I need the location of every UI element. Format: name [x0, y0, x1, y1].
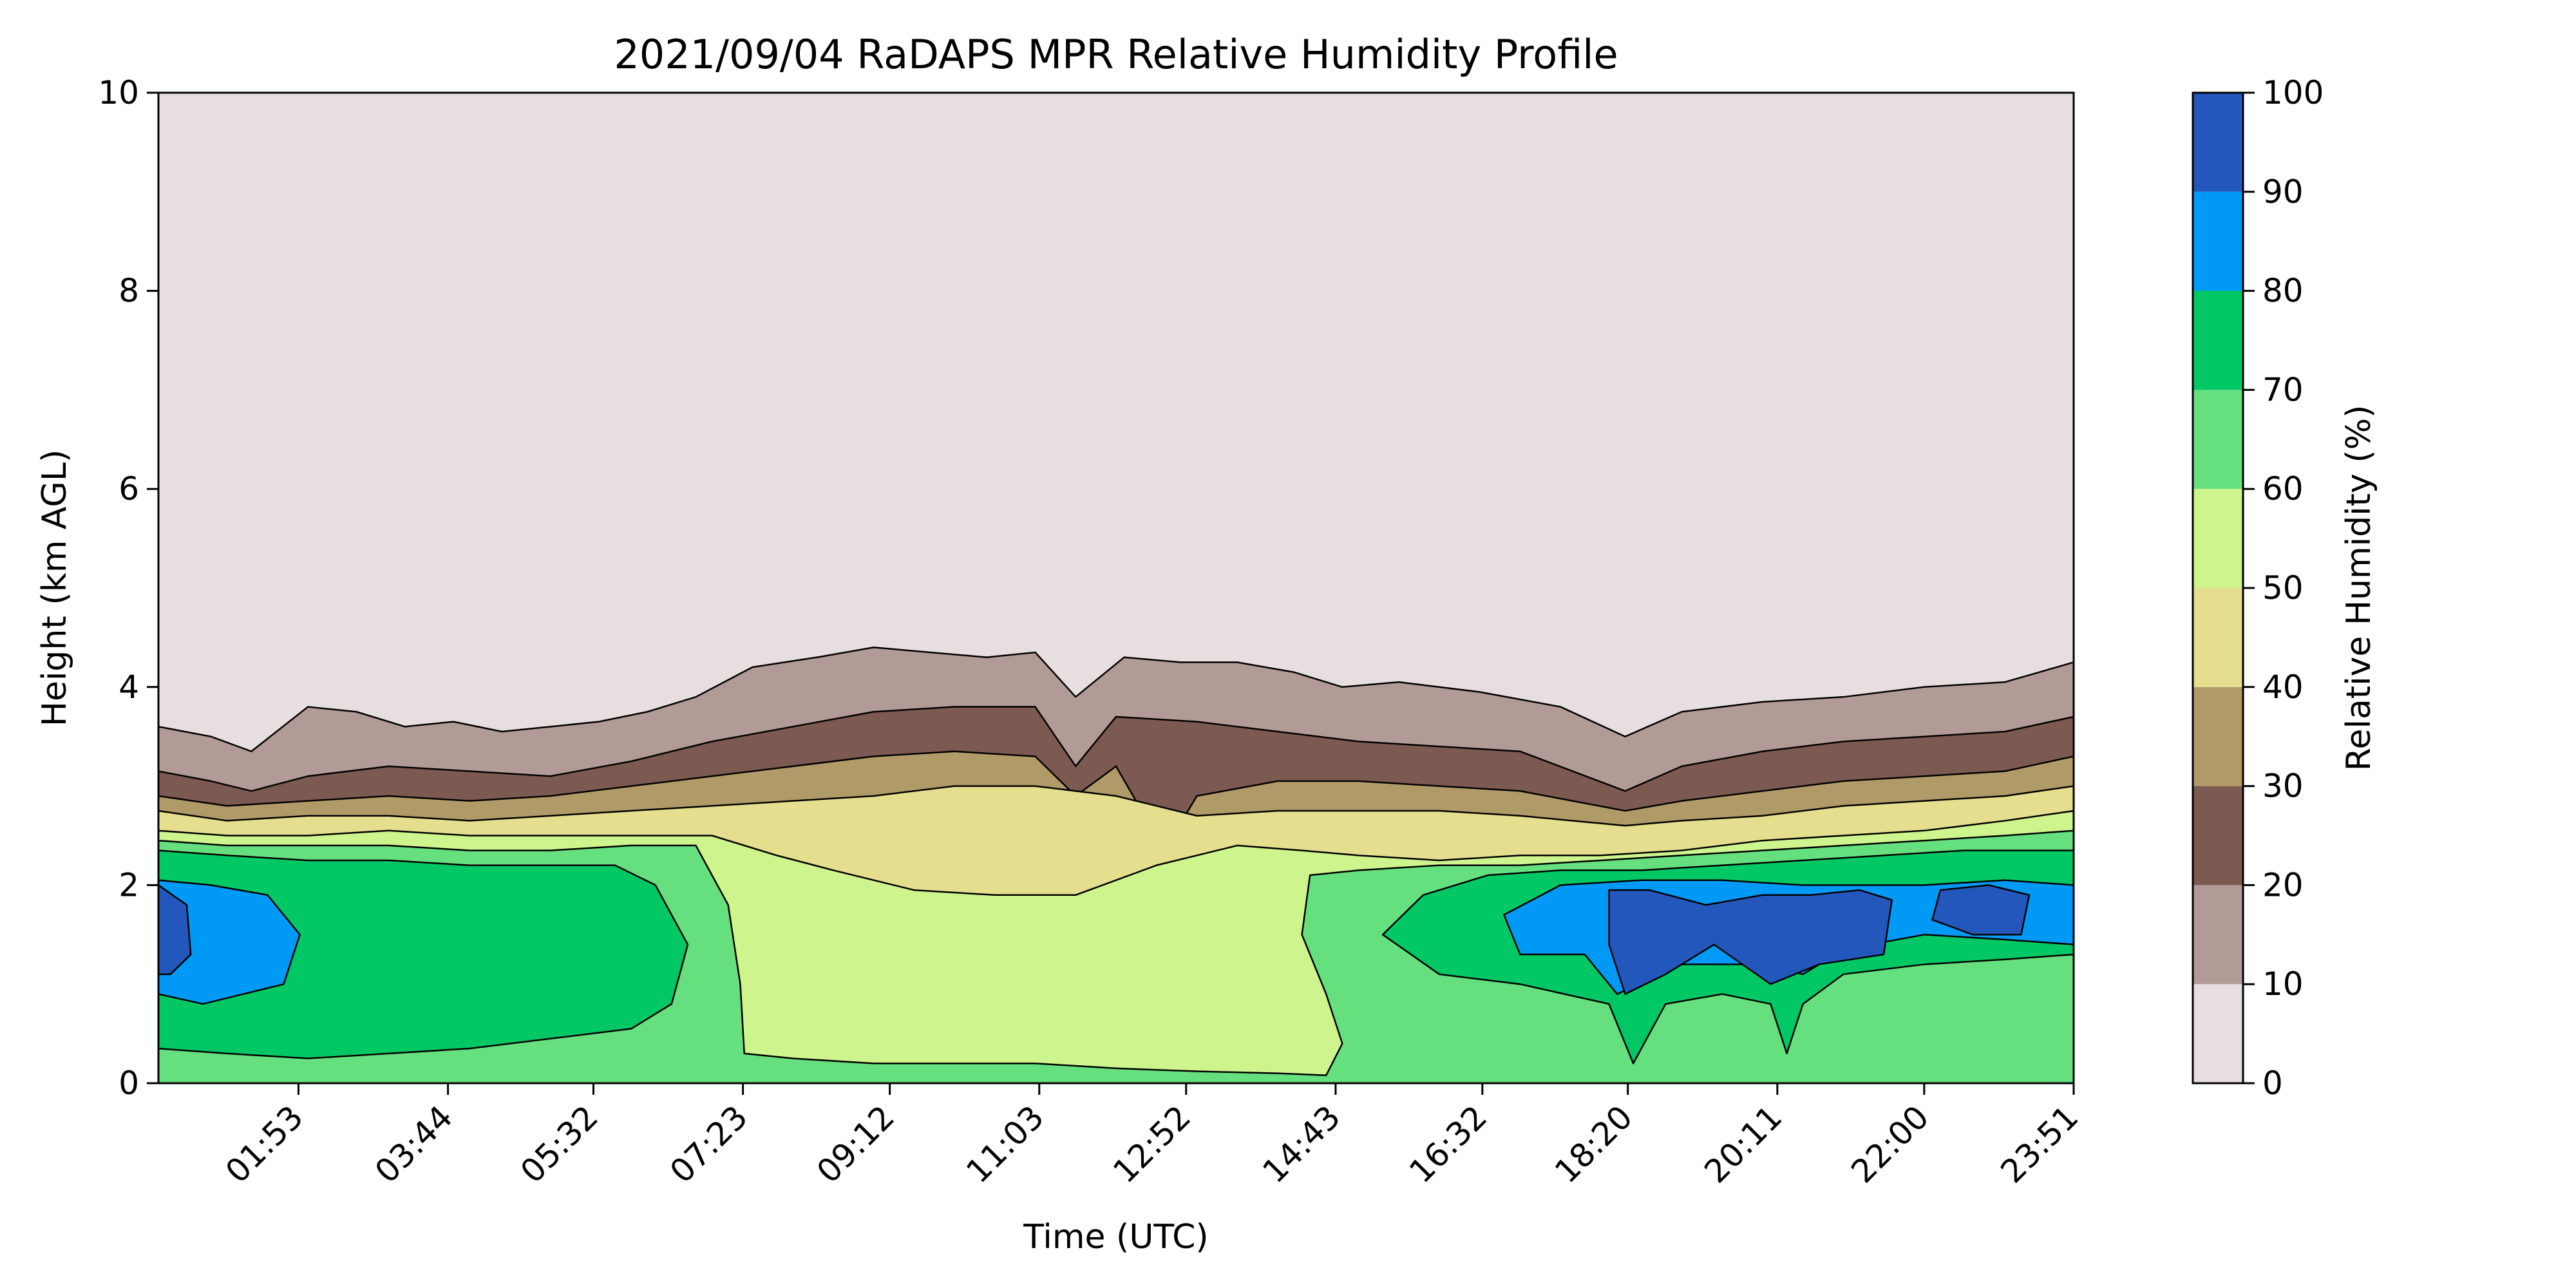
colorbar-tick-label: 60 [2262, 470, 2304, 507]
colorbar-tick-label: 90 [2262, 173, 2304, 211]
colorbar-tick-label: 70 [2262, 371, 2304, 408]
colorbar-tick-label: 20 [2262, 866, 2304, 904]
contour-band-90-100-east [1608, 889, 1893, 995]
contour-band-90-100-far-east [1931, 884, 2031, 936]
y-axis-label: Height (km AGL) [35, 450, 74, 726]
colorbar-swatch [2193, 390, 2243, 489]
contour-band-70-80-west [158, 849, 689, 1059]
colorbar-swatch [2193, 885, 2243, 985]
y-axis: 0 2 4 6 8 10 [98, 74, 158, 1102]
colorbar-tick-label: 10 [2262, 965, 2304, 1003]
colorbar-swatch [2193, 489, 2243, 588]
y-tick-label: 8 [118, 272, 139, 310]
y-tick-label: 4 [118, 668, 139, 706]
x-tick-label: 20:11 [1697, 1098, 1789, 1190]
x-tick-label: 11:03 [959, 1098, 1051, 1190]
colorbar-tick-label: 40 [2262, 668, 2304, 706]
colorbar-swatch [2193, 984, 2243, 1083]
plot-area [158, 93, 2074, 1083]
x-tick-label: 07:23 [663, 1098, 755, 1190]
colorbar-swatch [2193, 93, 2243, 192]
x-tick-label: 18:20 [1548, 1098, 1640, 1190]
x-tick-label: 01:53 [218, 1098, 310, 1190]
x-tick-label: 12:52 [1106, 1098, 1198, 1190]
colorbar: 0 10 20 30 40 50 60 70 80 90 100 [2192, 74, 2324, 1102]
colorbar-swatch [2193, 786, 2243, 886]
contour-band-80-90-west [158, 879, 301, 1005]
y-tick-label: 6 [118, 470, 139, 507]
colorbar-tick-label: 50 [2262, 569, 2304, 607]
colorbar-swatch [2193, 687, 2243, 786]
x-tick-label: 03:44 [368, 1098, 460, 1190]
x-axis-label: Time (UTC) [1023, 1218, 1208, 1256]
contour-band-90-100-west [158, 884, 192, 976]
chart-title: 2021/09/04 RaDAPS MPR Relative Humidity … [614, 31, 1618, 78]
colorbar-swatch [2193, 191, 2243, 291]
y-tick-label: 2 [118, 866, 139, 904]
colorbar-tick-label: 100 [2262, 74, 2324, 111]
y-tick-label: 10 [98, 74, 139, 111]
x-tick-label: 09:12 [810, 1098, 902, 1190]
colorbar-tick-label: 0 [2262, 1065, 2283, 1102]
x-tick-label: 05:32 [513, 1098, 605, 1190]
colorbar-tick-label: 30 [2262, 768, 2304, 805]
colorbar-tick-label: 80 [2262, 272, 2304, 310]
colorbar-label: Relative Humidity (%) [2340, 405, 2378, 772]
y-tick-label: 0 [118, 1065, 139, 1102]
x-tick-label: 23:51 [1994, 1098, 2086, 1190]
x-axis: 01:53 03:44 05:32 07:23 09:12 11:03 12:52 14:43… [218, 1083, 2085, 1190]
plot-frame [157, 91, 2075, 1084]
colorbar-swatch [2193, 290, 2243, 390]
x-tick-label: 22:00 [1844, 1098, 1936, 1190]
colorbar-swatch [2193, 588, 2243, 687]
x-tick-label: 14:43 [1256, 1098, 1348, 1190]
x-tick-label: 16:32 [1402, 1098, 1494, 1190]
